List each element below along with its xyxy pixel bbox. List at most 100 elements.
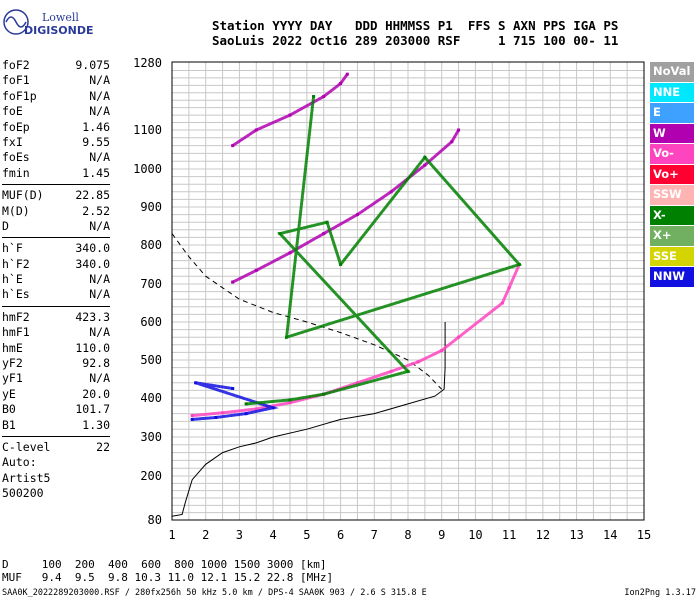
legend-item-nne: NNE [650,82,694,102]
param-label: foF1 [2,73,30,88]
param-value: 1.45 [82,165,110,180]
scaled-parameters-panel: foF2 9.075 foF1 N/A foF1p N/A foE N/A foEp 1.46 fx… [2,58,110,502]
autoscale-note: 500200 [2,486,44,501]
legend-item-nnw: NNW [650,267,694,287]
echo-point [288,398,292,402]
param-value: 423.3 [75,309,110,324]
echo-point [190,414,194,418]
param-value: 340.0 [75,256,110,271]
param-label: yE [2,386,16,401]
muf-distance-table: D 100 200 400 600 800 1000 1500 3000 [km… [2,558,333,584]
param-row-ye: yE 20.0 [2,387,110,402]
echo-point [389,369,393,373]
param-label: fmin [2,165,30,180]
param-row-d: D N/A [2,219,110,234]
param-value: 340.0 [75,241,110,256]
param-label: foEp [2,119,30,134]
legend-item-sse: SSE [650,246,694,266]
lowell-digisonde-logo: Lowell DIGISONDE [2,2,93,42]
param-row-yf1: yF1 N/A [2,371,110,386]
echo-point [406,369,410,373]
x-tick-label: 1 [168,528,175,542]
param-separator [2,435,110,437]
legend-item-e: E [650,103,694,123]
header-line2: SaoLuis 2022 Oct16 289 203000 RSF 1 715 … [212,33,619,48]
echo-point [231,280,235,284]
param-label: h`F2 [2,256,30,271]
param-row-he: h`E N/A [2,272,110,287]
param-row-hf2: h`F2 340.0 [2,257,110,272]
solid-profile-curve [171,322,446,517]
param-label: foE [2,104,23,119]
param-row-hmf2: hmF2 423.3 [2,310,110,325]
param-row-yf2: yF2 92.8 [2,356,110,371]
param-row-md: M(D) 2.52 [2,204,110,219]
echo-point [254,268,258,272]
param-value: N/A [89,150,110,165]
y-tick-label: 1000 [133,162,162,176]
muf-row-values: MUF 9.4 9.5 9.8 10.3 11.0 12.1 15.2 22.8… [2,571,334,584]
autoscale-note: Auto: [2,455,37,470]
param-value: N/A [89,73,110,88]
echo-point [355,213,359,217]
echo-point [389,190,393,194]
echo-points [190,72,522,421]
legend-item-noval: NoVal [650,62,694,82]
y-tick-label: 400 [140,391,162,405]
echo-point [312,95,316,98]
param-label: hmF1 [2,325,30,340]
x-tick-label: 15 [637,528,651,542]
param-row-hme: hmE 110.0 [2,341,110,356]
param-label: hmE [2,340,23,355]
y-tick-label: 1280 [133,56,162,70]
param-value: 22 [96,439,110,454]
param-value: N/A [89,371,110,386]
x-tick-label: 6 [337,528,344,542]
param-row-fmin: fmin 1.45 [2,166,110,181]
param-value: 1.46 [82,119,110,134]
x-tick-label: 9 [438,528,445,542]
x-tick-label: 5 [303,528,310,542]
y-tick-label: 900 [140,200,162,214]
y-tick-label: 700 [140,277,162,291]
echo-point [254,128,258,132]
param-label: M(D) [2,203,30,218]
x-tick-label: 14 [603,528,617,542]
echo-point [457,128,461,132]
echo-point [322,95,326,98]
y-tick-labels: 80 200 300 400 500 600 700 800 900 1000 1100 1280 [133,56,162,527]
param-label: h`Es [2,287,30,302]
autoscale-note: Artist5 [2,470,51,485]
x-tick-label: 13 [569,528,583,542]
param-row-foe: foE N/A [2,104,110,119]
param-label: foEs [2,150,30,165]
param-row-b1: B1 1.30 [2,418,110,433]
x-tick-label: 10 [468,528,482,542]
param-row-foep: foEp 1.46 [2,120,110,135]
param-value: 9.55 [82,134,110,149]
param-value: 110.0 [75,340,110,355]
param-value: N/A [89,88,110,103]
echo-point [416,360,420,364]
param-label: hmF2 [2,309,30,324]
legend-item-vo: Vo+ [650,164,694,184]
param-separator [2,237,110,239]
x-tick-label: 12 [536,528,550,542]
echo-point [322,232,326,236]
x-tick-label: 4 [270,528,277,542]
param-value: 1.30 [82,417,110,432]
echo-point [339,263,343,266]
echo-trace [231,72,349,148]
param-row-hes: h`Es N/A [2,287,110,302]
y-tick-label: 80 [148,513,162,527]
param-row-clevel: C-level 22 [2,440,110,455]
x-tick-label: 7 [371,528,378,542]
param-row-hf: h`F 340.0 [2,241,110,256]
y-tick-label: 600 [140,315,162,329]
echo-point [423,155,427,159]
echo-trace [190,381,279,421]
y-tick-label: 800 [140,238,162,252]
echo-trace [190,263,521,418]
legend-item-x: X+ [650,226,694,246]
legend: NoVal NNE E W Vo- Vo+ SSW X- X+ SSE NNW [650,62,694,288]
